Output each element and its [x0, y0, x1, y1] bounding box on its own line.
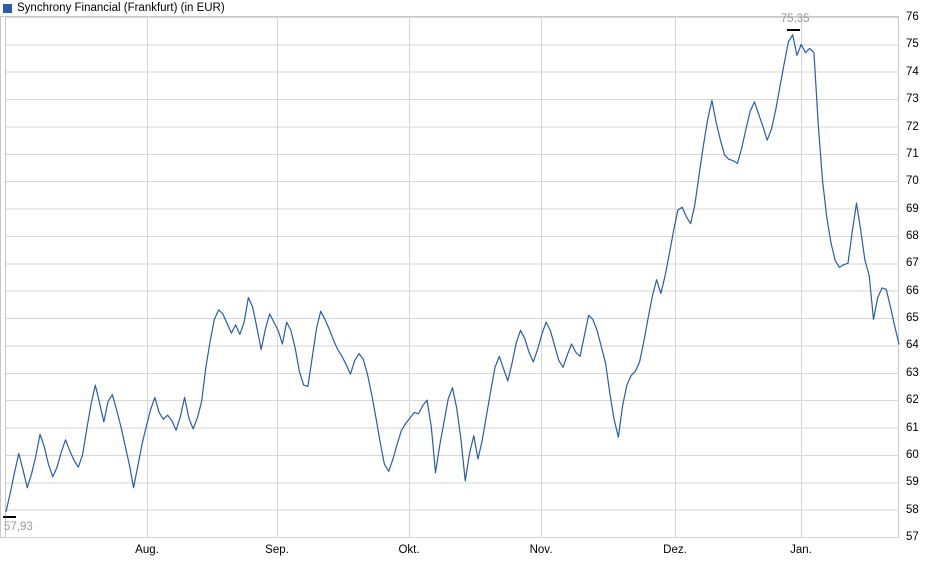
- x-axis-tick-label: Okt.: [398, 544, 420, 556]
- y-axis-tick-label: 65: [906, 312, 919, 325]
- x-axis-tick-label: Jan.: [790, 544, 812, 556]
- y-axis-tick-label: 72: [906, 120, 919, 133]
- y-axis-tick-label: 64: [906, 339, 919, 352]
- max-marker-tick: [786, 28, 800, 31]
- chart-legend: Synchrony Financial (Frankfurt) (in EUR): [3, 1, 225, 16]
- y-axis-tick-label: 63: [906, 366, 919, 379]
- y-axis-tick-label: 60: [906, 448, 919, 461]
- series-color-square-icon: [3, 4, 12, 13]
- y-axis-tick-label: 67: [906, 257, 919, 270]
- max-value-label: 75,35: [780, 12, 810, 25]
- y-axis-tick-label: 75: [906, 38, 919, 51]
- plot-frame: [0, 16, 899, 538]
- plot-area: [5, 16, 899, 538]
- min-value-label: 57,93: [4, 520, 33, 533]
- y-axis-tick-label: 68: [906, 229, 919, 242]
- y-axis-tick-label: 59: [906, 476, 919, 489]
- y-axis-tick-label: 62: [906, 394, 919, 407]
- chart-title: Synchrony Financial (Frankfurt) (in EUR): [17, 2, 225, 14]
- y-axis-tick-label: 71: [906, 147, 919, 160]
- y-axis-tick-label: 57: [906, 531, 919, 543]
- y-axis-tick-label: 61: [906, 421, 919, 434]
- x-axis-tick-label: Nov.: [529, 544, 553, 556]
- x-axis-tick-label: Aug.: [135, 544, 159, 556]
- y-axis-tick-label: 74: [906, 65, 919, 78]
- min-marker-tick: [3, 515, 16, 518]
- x-axis-tick-label: Sep.: [265, 544, 289, 556]
- y-axis-tick-label: 69: [906, 202, 919, 215]
- y-axis-tick-label: 66: [906, 284, 919, 297]
- y-axis-tick-label: 73: [906, 93, 919, 106]
- y-axis-tick-label: 76: [906, 11, 919, 23]
- x-axis-tick-label: Dez.: [663, 544, 687, 556]
- y-axis-tick-label: 58: [906, 503, 919, 516]
- y-axis-tick-label: 70: [906, 175, 919, 188]
